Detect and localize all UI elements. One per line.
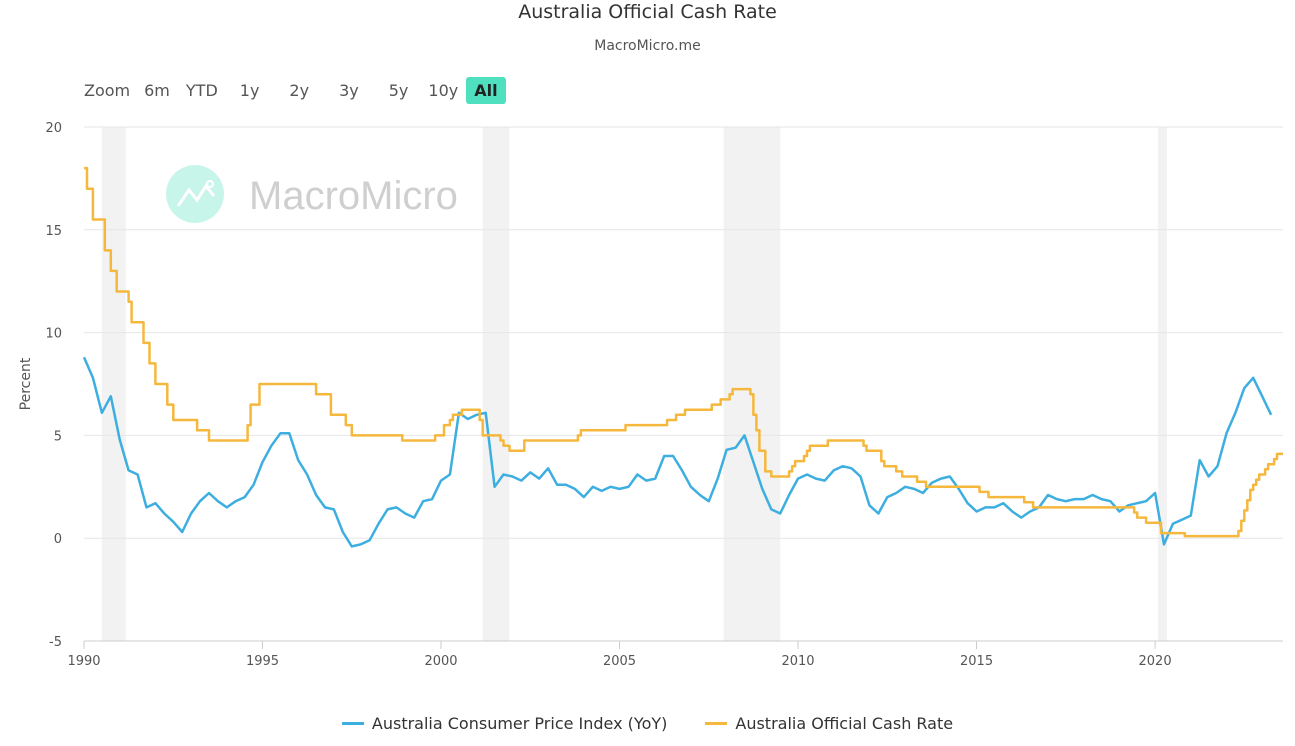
watermark-text: MacroMicro [249, 174, 458, 218]
recession-band [482, 127, 510, 641]
legend-swatch-cash-rate [705, 722, 728, 725]
x-tick-label: 1990 [67, 654, 100, 669]
watermark-logo-icon [166, 165, 224, 223]
range-button-1y[interactable]: 1y [239, 81, 260, 100]
recession-band [101, 127, 126, 641]
gridlines [84, 126, 1283, 642]
y-tick-label: 10 [45, 327, 62, 342]
range-button-10y[interactable]: 10y [428, 81, 459, 100]
y-axis-ticks: -5 0 5 10 15 20 [45, 121, 62, 650]
y-tick-label: -5 [49, 635, 62, 650]
x-tick-label: 2020 [1139, 654, 1172, 669]
chart-subtitle: MacroMicro.me [594, 38, 701, 54]
x-tick-label: 2010 [781, 654, 814, 669]
x-tick-label: 2005 [603, 654, 636, 669]
x-axis-ticks: 1990 1995 2000 2005 2010 2015 2020 [67, 641, 1172, 669]
range-button-6m[interactable]: 6m [144, 81, 170, 100]
watermark-dot [206, 180, 214, 188]
range-button-all[interactable]: All [466, 77, 506, 104]
y-tick-label: 20 [45, 121, 62, 136]
series-lines [82, 166, 1283, 548]
x-tick-label: 2015 [960, 654, 993, 669]
series-line-cpi [82, 356, 1273, 548]
recession-band [723, 127, 781, 641]
chart-line-icon [176, 183, 216, 207]
legend-label-cpi: Australia Consumer Price Index (YoY) [371, 714, 668, 733]
y-axis-label: Percent [18, 357, 34, 410]
watermark: MacroMicro [166, 165, 458, 223]
legend-swatch-cpi [341, 722, 364, 725]
range-button-ytd[interactable]: YTD [185, 81, 218, 100]
chart-title: Australia Official Cash Rate [518, 1, 777, 23]
legend-item-cash-rate[interactable]: Australia Official Cash Rate [705, 714, 953, 733]
range-selector: Zoom 6m YTD 1y 2y 3y 5y 10y All [84, 77, 506, 104]
y-tick-label: 5 [54, 429, 62, 444]
series-line-cash-rate [84, 166, 1283, 538]
recession-bands [101, 127, 1167, 641]
legend-item-cpi[interactable]: Australia Consumer Price Index (YoY) [341, 714, 668, 733]
y-tick-label: 15 [45, 224, 62, 239]
legend-label-cash-rate: Australia Official Cash Rate [735, 714, 954, 733]
legend: Australia Consumer Price Index (YoY) Aus… [0, 714, 1295, 733]
x-tick-label: 1995 [246, 654, 279, 669]
recession-band [1158, 127, 1167, 641]
y-tick-label: 0 [54, 532, 62, 547]
range-button-2y[interactable]: 2y [289, 81, 310, 100]
range-button-5y[interactable]: 5y [388, 81, 409, 100]
x-tick-label: 2000 [424, 654, 457, 669]
range-button-3y[interactable]: 3y [339, 81, 359, 100]
zoom-label: Zoom [84, 81, 131, 100]
